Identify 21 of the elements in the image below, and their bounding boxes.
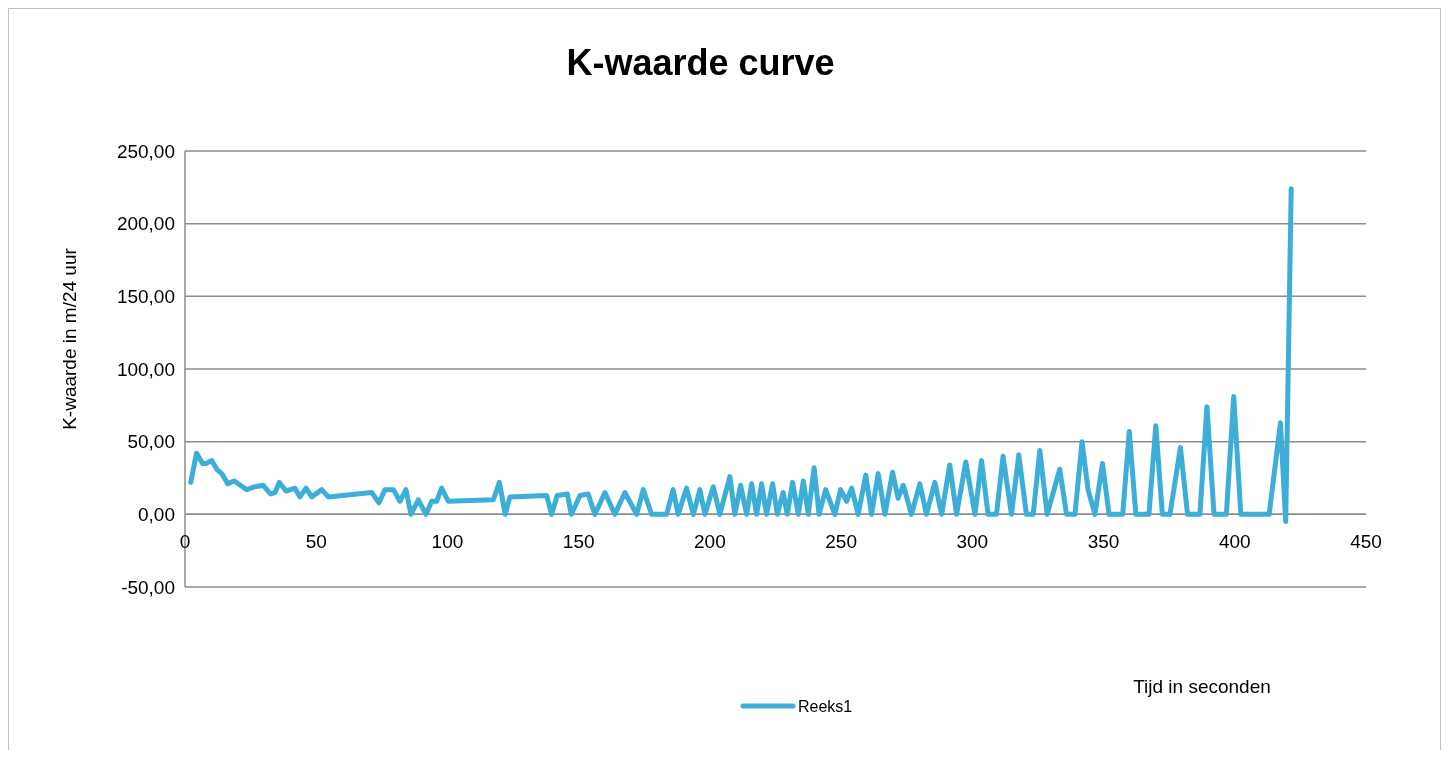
x-tick-label: 400 <box>1218 531 1251 553</box>
y-tick-label: 200,00 <box>116 213 175 235</box>
legend-label: Reeks1 <box>798 697 853 715</box>
x-tick-label: 350 <box>1087 531 1120 553</box>
x-tick-label: 150 <box>562 531 595 553</box>
y-tick-label: 50,00 <box>127 431 175 453</box>
x-tick-label: 100 <box>431 531 464 553</box>
y-axis-title: K-waarde in m/24 uur <box>59 247 80 430</box>
x-axis-title: Tijd in seconden <box>1133 676 1271 697</box>
x-tick-label: 0 <box>179 531 191 553</box>
y-tick-label: 100,00 <box>116 358 175 380</box>
y-tick-label: 250,00 <box>116 140 175 162</box>
y-tick-label: 150,00 <box>116 285 175 307</box>
x-tick-label: 200 <box>694 531 726 553</box>
x-tick-label: 300 <box>956 531 989 553</box>
x-tick-label: 250 <box>825 531 857 553</box>
x-tick-label: 450 <box>1350 531 1382 553</box>
y-tick-label: -50,00 <box>121 576 175 598</box>
chart-title: K-waarde curve <box>566 42 835 83</box>
y-tick-label: 0,00 <box>138 503 175 525</box>
x-tick-label: 50 <box>305 531 327 553</box>
